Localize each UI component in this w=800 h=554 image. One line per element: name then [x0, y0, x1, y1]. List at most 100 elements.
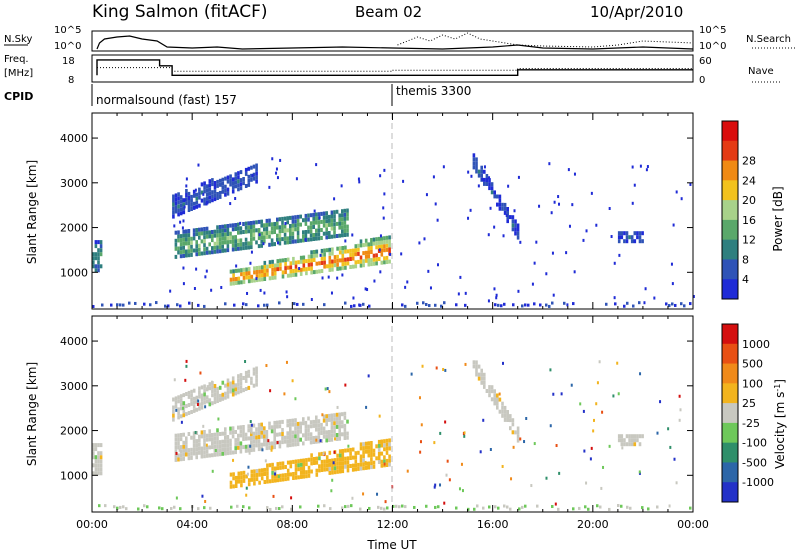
echo-cell [255, 240, 258, 245]
echo-cell [258, 277, 261, 282]
speckle [378, 248, 381, 252]
echo-cell [357, 251, 360, 256]
echo-cell [346, 249, 350, 254]
ground-scatter-cell [329, 507, 332, 511]
speckle [255, 277, 258, 281]
echo-cell [325, 211, 328, 216]
speckle [533, 442, 536, 446]
echo-cell [503, 202, 507, 207]
echo-cell [92, 260, 95, 265]
echo-cell [294, 442, 297, 447]
echo-cell [281, 436, 284, 440]
echo-cell [323, 256, 326, 261]
echo-cell [328, 267, 332, 272]
colorbar-swatch [722, 160, 738, 181]
echo-cell [315, 216, 318, 221]
speckle [406, 280, 409, 284]
velocity-plot-bg [92, 316, 693, 512]
echo-cell [333, 417, 336, 422]
echo-cell [357, 462, 360, 467]
echo-cell [357, 450, 360, 455]
ground-scatter-cell [596, 504, 599, 508]
speckle [235, 264, 238, 268]
echo-cell [257, 219, 261, 224]
echo-cell [218, 444, 222, 449]
echo-cell [296, 442, 300, 447]
echo-cell [273, 429, 276, 433]
echo-cell [242, 275, 246, 280]
echo-cell [493, 194, 496, 199]
echo-cell [218, 178, 222, 183]
echo-cell [302, 218, 305, 223]
echo-cell [364, 441, 368, 446]
echo-cell [304, 429, 308, 433]
echo-cell [198, 386, 201, 391]
echo-cell [472, 364, 476, 369]
speckle [444, 368, 447, 372]
speckle [448, 478, 451, 482]
echo-cell [221, 244, 224, 249]
echo-cell [281, 432, 284, 436]
echo-cell [377, 240, 381, 245]
echo-cell [323, 264, 326, 269]
echo-cell [203, 239, 206, 244]
echo-cell [234, 172, 238, 177]
echo-cell [179, 199, 183, 204]
echo-cell [346, 212, 349, 217]
ground-scatter-cell [641, 506, 644, 510]
echo-cell [377, 439, 381, 444]
speckle [523, 440, 526, 444]
echo-cell [338, 469, 342, 474]
ground-scatter-cell [116, 506, 119, 510]
echo-cell [367, 441, 371, 446]
echo-cell [281, 428, 284, 432]
echo-cell [239, 242, 243, 247]
echo-cell [367, 254, 371, 259]
echo-cell [247, 241, 250, 246]
echo-cell [260, 422, 263, 427]
echo-cell [247, 221, 250, 226]
ground-scatter-cell [494, 505, 497, 509]
echo-cell [187, 411, 191, 415]
echo-cell [237, 276, 241, 281]
echo-cell [182, 237, 185, 242]
echo-cell [174, 404, 178, 409]
echo-cell [501, 413, 504, 418]
echo-cell [273, 425, 276, 429]
y-tick-label: 1000 [60, 266, 88, 279]
speckle [193, 287, 196, 291]
ground-scatter-cell [689, 506, 692, 510]
echo-cell [182, 245, 185, 250]
echo-cell [286, 240, 289, 245]
echo-cell [299, 271, 303, 276]
echo-cell [380, 244, 384, 249]
ground-scatter-cell [557, 507, 560, 511]
echo-cell [349, 464, 352, 468]
echo-cell [278, 424, 282, 429]
echo-cell [192, 236, 196, 241]
colorbar-swatch [722, 200, 738, 221]
echo-cell [172, 397, 175, 402]
ground-scatter-cell [323, 504, 326, 508]
echo-cell [354, 260, 358, 265]
speckle [357, 177, 360, 181]
echo-cell [213, 392, 217, 397]
echo-cell [359, 243, 363, 248]
echo-cell [229, 438, 232, 443]
echo-cell [310, 461, 313, 466]
echo-cell [317, 419, 321, 424]
echo-cell [224, 236, 227, 241]
echo-cell [255, 179, 258, 184]
colorbar-tick-label: -500 [742, 456, 767, 469]
echo-cell [367, 453, 371, 458]
speckle [464, 291, 467, 295]
speckle [613, 261, 616, 265]
echo-cell [335, 209, 339, 214]
echo-cell [367, 250, 371, 255]
ground-scatter-cell [467, 507, 470, 511]
echo-cell [257, 435, 261, 439]
ground-scatter-cell [668, 304, 671, 308]
speckle [379, 270, 382, 274]
echo-cell [383, 443, 386, 448]
echo-cell [485, 389, 489, 393]
